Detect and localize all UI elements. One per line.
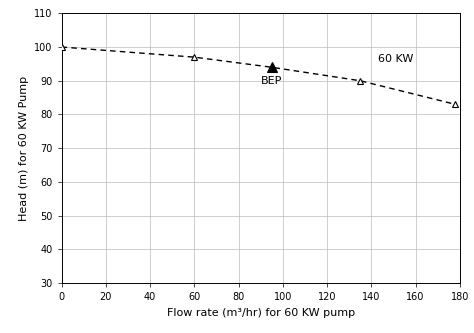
Y-axis label: Head (m) for 60 KW Pump: Head (m) for 60 KW Pump bbox=[18, 76, 28, 221]
Text: 60 KW: 60 KW bbox=[378, 54, 413, 64]
X-axis label: Flow rate (m³/hr) for 60 KW pump: Flow rate (m³/hr) for 60 KW pump bbox=[167, 308, 355, 318]
Text: BEP: BEP bbox=[261, 76, 283, 86]
